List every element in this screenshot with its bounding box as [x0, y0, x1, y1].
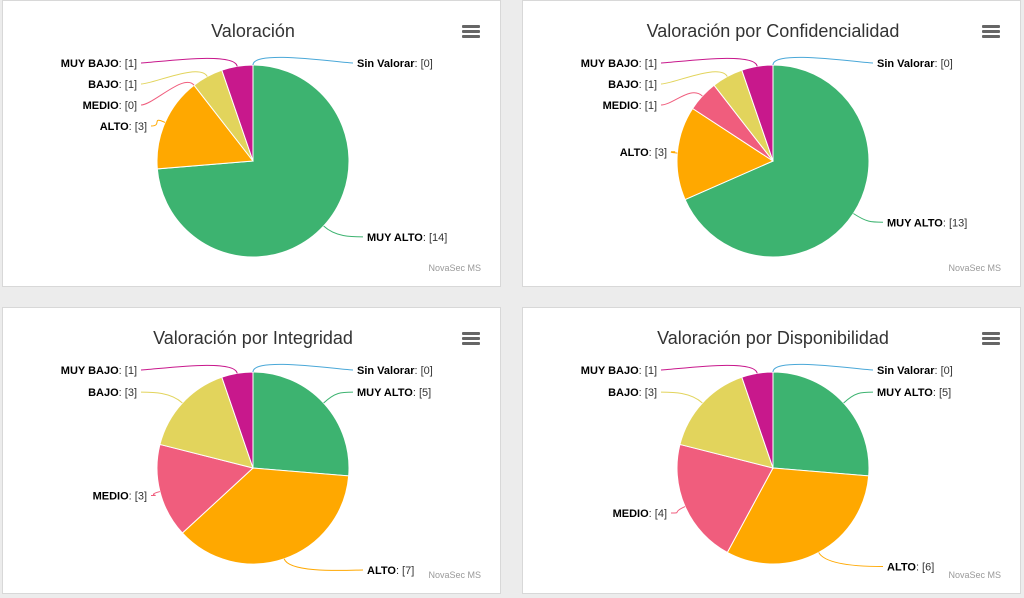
pie-slice-bajo[interactable] — [159, 376, 254, 469]
data-label-sin-valorar: Sin Valorar: [0] — [357, 365, 433, 377]
connector-muy-bajo — [660, 57, 758, 67]
data-label-medio: MEDIO: [1] — [603, 100, 657, 112]
data-label-bajo: BAJO: [1] — [88, 79, 137, 91]
data-label-sin-valorar: Sin Valorar: [0] — [877, 58, 953, 70]
chart-credit: NovaSec MS — [428, 263, 481, 273]
chart-panel-disponibilidad: Valoración por Disponibilidad NovaSec MS M… — [522, 307, 1021, 594]
pie-chart: Valoración por Integridad NovaSec MS MUY B… — [61, 328, 481, 580]
data-label-bajo: BAJO: [3] — [88, 387, 137, 399]
data-label-bajo: BAJO: [3] — [608, 387, 657, 399]
data-label-muy-bajo: MUY BAJO: [1] — [581, 58, 657, 70]
connector-sin-valorar — [252, 363, 354, 373]
data-label-alto: ALTO: [3] — [100, 121, 147, 133]
chart-panel-confidencialidad: Valoración por Confidencialidad NovaSec M… — [522, 0, 1021, 287]
connector-sin-valorar — [772, 56, 874, 66]
connector-alto — [283, 558, 364, 571]
connector-muy-alto — [853, 213, 884, 223]
data-label-muy-alto: MUY ALTO: [14] — [367, 232, 447, 244]
pie-slice-alto[interactable] — [726, 467, 870, 565]
pie-slice-muy-alto[interactable] — [252, 371, 350, 477]
data-label-muy-bajo: MUY BAJO: [1] — [61, 365, 137, 377]
connector-alto — [670, 151, 678, 154]
connector-medio — [660, 92, 703, 106]
data-label-alto: ALTO: [7] — [367, 565, 414, 577]
pie-slice-muy-alto[interactable] — [684, 64, 870, 258]
data-label-alto: ALTO: [6] — [887, 562, 934, 574]
chart-menu-icon[interactable] — [462, 330, 480, 346]
connector-alto — [150, 119, 166, 127]
chart-title: Valoración — [211, 21, 295, 41]
connector-medio — [140, 82, 195, 106]
data-label-medio: MEDIO: [4] — [613, 508, 667, 520]
chart-title: Valoración por Disponibilidad — [657, 328, 889, 348]
connector-sin-valorar — [772, 363, 874, 373]
data-label-sin-valorar: Sin Valorar: [0] — [877, 365, 953, 377]
connector-muy-alto — [323, 225, 364, 238]
pie-slice-alto[interactable] — [676, 107, 775, 201]
data-label-sin-valorar: Sin Valorar: [0] — [357, 58, 433, 70]
connector-muy-alto — [323, 391, 354, 404]
connector-alto — [818, 552, 884, 568]
chart-menu-icon[interactable] — [462, 23, 480, 39]
data-label-muy-alto: MUY ALTO: [5] — [357, 387, 431, 399]
data-label-muy-bajo: MUY BAJO: [1] — [61, 58, 137, 70]
chart-credit: NovaSec MS — [948, 570, 1001, 580]
chart-credit: NovaSec MS — [948, 263, 1001, 273]
chart-panel-valoracion: Valoración NovaSec MS MUY BAJO: [1] BAJO: [… — [2, 0, 501, 287]
chart-menu-icon[interactable] — [982, 330, 1000, 346]
pie-slice-medio[interactable] — [676, 443, 774, 554]
connector-medio — [150, 491, 161, 496]
data-label-alto: ALTO: [3] — [620, 147, 667, 159]
connector-medio — [670, 506, 686, 514]
chart-menu-icon[interactable] — [982, 23, 1000, 39]
chart-title: Valoración por Integridad — [153, 328, 353, 348]
data-label-muy-bajo: MUY BAJO: [1] — [581, 365, 657, 377]
chart-title: Valoración por Confidencialidad — [647, 21, 900, 41]
pie-chart: Valoración NovaSec MS MUY BAJO: [1] BAJO: [… — [61, 21, 481, 273]
data-label-medio: MEDIO: [3] — [93, 490, 147, 502]
chart-panel-integridad: Valoración por Integridad NovaSec MS MUY B… — [2, 307, 501, 594]
pie-chart: Valoración por Disponibilidad NovaSec MS M… — [581, 328, 1001, 580]
pie-slice-alto[interactable] — [156, 84, 254, 170]
connector-sin-valorar — [252, 56, 354, 66]
connector-muy-bajo — [140, 57, 238, 67]
connector-muy-bajo — [140, 364, 238, 374]
connector-bajo — [140, 391, 183, 404]
chart-credit: NovaSec MS — [428, 570, 481, 580]
connector-bajo — [660, 391, 703, 404]
pie-slice-muy-alto[interactable] — [772, 371, 870, 477]
data-label-muy-alto: MUY ALTO: [5] — [877, 387, 951, 399]
data-label-medio: MEDIO: [0] — [83, 100, 137, 112]
pie-slice-bajo[interactable] — [679, 376, 774, 469]
connector-bajo — [660, 71, 728, 85]
connector-bajo — [140, 71, 208, 85]
pie-chart: Valoración por Confidencialidad NovaSec M… — [581, 21, 1001, 273]
connector-muy-alto — [843, 391, 874, 404]
connector-muy-bajo — [660, 364, 758, 374]
data-label-muy-alto: MUY ALTO: [13] — [887, 217, 967, 229]
data-label-bajo: BAJO: [1] — [608, 79, 657, 91]
